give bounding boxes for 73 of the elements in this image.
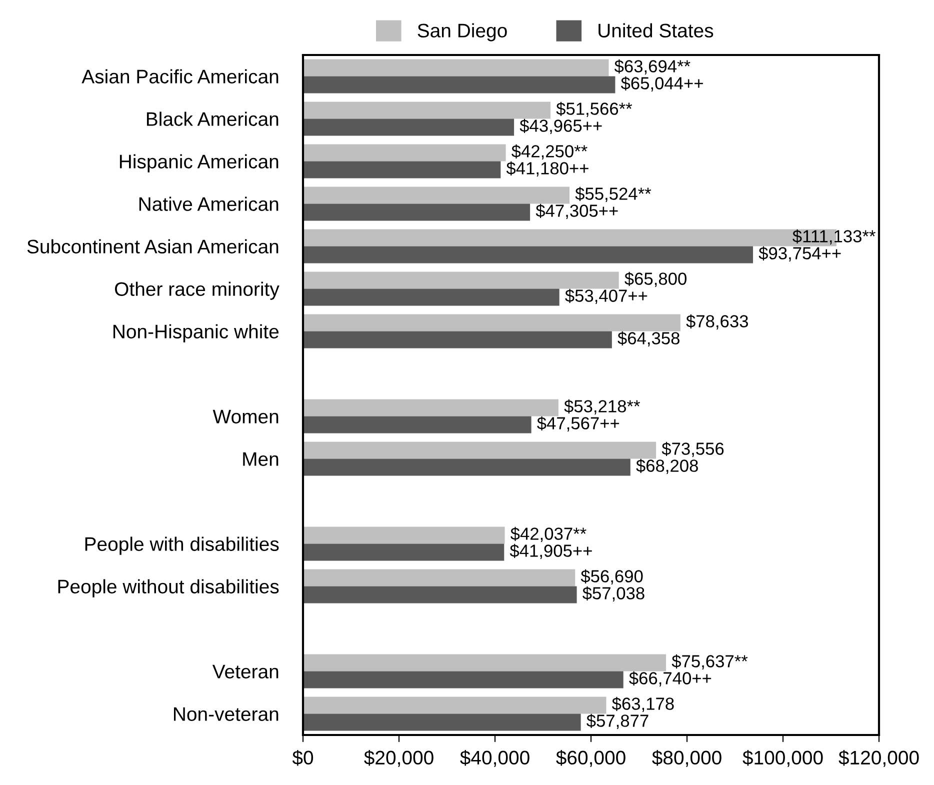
data-label: $65,044++ xyxy=(620,76,703,92)
data-label: $51,566** xyxy=(556,102,632,117)
data-label: $42,250** xyxy=(512,144,588,160)
y-tick-label: Women xyxy=(212,410,278,424)
x-tick-label: $120,000 xyxy=(838,750,919,767)
data-label: $55,524** xyxy=(575,186,652,202)
y-tick-label: Veteran xyxy=(212,664,278,678)
data-label: $93,754++ xyxy=(758,246,841,262)
data-label: $53,218** xyxy=(564,399,640,414)
x-tick-label: $80,000 xyxy=(652,750,722,767)
bar xyxy=(303,76,616,94)
y-tick-label: Other race minority xyxy=(114,282,280,300)
x-tick-label: $40,000 xyxy=(460,750,530,767)
y-tick-label: People with disabilities xyxy=(85,536,279,555)
bar xyxy=(303,102,551,119)
bar xyxy=(303,59,609,76)
data-label: $63,178 xyxy=(612,696,674,712)
data-label: $43,965++ xyxy=(520,118,602,134)
y-tick-label: Subcontinent Asian American xyxy=(27,239,278,254)
y-tick-label: Asian Pacific American xyxy=(82,69,278,84)
bar xyxy=(303,331,612,348)
y-tick-label: Non-Hispanic white xyxy=(113,324,279,342)
bar xyxy=(303,569,576,586)
bar xyxy=(303,186,570,204)
x-tick-label: $0 xyxy=(292,750,314,766)
bar xyxy=(303,442,656,459)
y-tick-label: People without disabilities xyxy=(58,579,279,598)
bar xyxy=(303,544,504,561)
data-label: $57,877 xyxy=(586,714,648,729)
y-tick-label: Hispanic American xyxy=(120,154,278,172)
bar xyxy=(303,399,558,416)
data-label: $64,358 xyxy=(618,331,680,346)
data-label: $65,800 xyxy=(624,272,686,287)
data-label: $47,567++ xyxy=(537,416,620,432)
legend-label: United States xyxy=(598,23,714,38)
data-label: $66,740++ xyxy=(629,671,712,686)
bar xyxy=(303,204,530,221)
bar xyxy=(303,144,506,162)
data-label: $68,208 xyxy=(636,458,698,474)
bar xyxy=(303,526,505,544)
bar xyxy=(303,671,624,688)
x-tick-label: $20,000 xyxy=(364,750,434,767)
bar xyxy=(303,288,560,306)
legend-label: San Diego xyxy=(418,23,507,42)
data-label: $41,180++ xyxy=(506,161,588,176)
bar xyxy=(303,416,532,434)
y-tick-label: Non-veteran xyxy=(174,707,278,721)
data-label: $56,690 xyxy=(580,569,643,584)
x-tick-label: $60,000 xyxy=(556,750,626,767)
bar xyxy=(303,161,501,178)
data-label: $42,037** xyxy=(510,526,586,542)
data-label: $78,633 xyxy=(686,314,748,330)
bar xyxy=(303,654,666,672)
data-label: $57,038 xyxy=(582,586,644,602)
bar xyxy=(303,314,680,332)
y-tick-label: Men xyxy=(243,452,278,466)
data-label: $75,637** xyxy=(672,654,748,670)
bar xyxy=(303,586,577,604)
bar xyxy=(303,118,514,136)
data-label: $111,133** xyxy=(792,229,876,244)
data-label: $73,556 xyxy=(662,442,724,457)
data-label: $41,905++ xyxy=(510,544,592,559)
bar xyxy=(303,246,754,264)
y-tick-label: Black American xyxy=(146,112,278,126)
bar xyxy=(303,696,606,714)
y-tick-label: Native American xyxy=(139,196,278,211)
data-label: $63,694** xyxy=(614,59,690,74)
data-label: $47,305++ xyxy=(536,204,618,219)
bar xyxy=(303,458,630,476)
data-label: $53,407++ xyxy=(565,288,648,304)
x-tick-label: $100,000 xyxy=(742,750,823,767)
bar xyxy=(303,272,619,289)
bar xyxy=(303,714,581,731)
